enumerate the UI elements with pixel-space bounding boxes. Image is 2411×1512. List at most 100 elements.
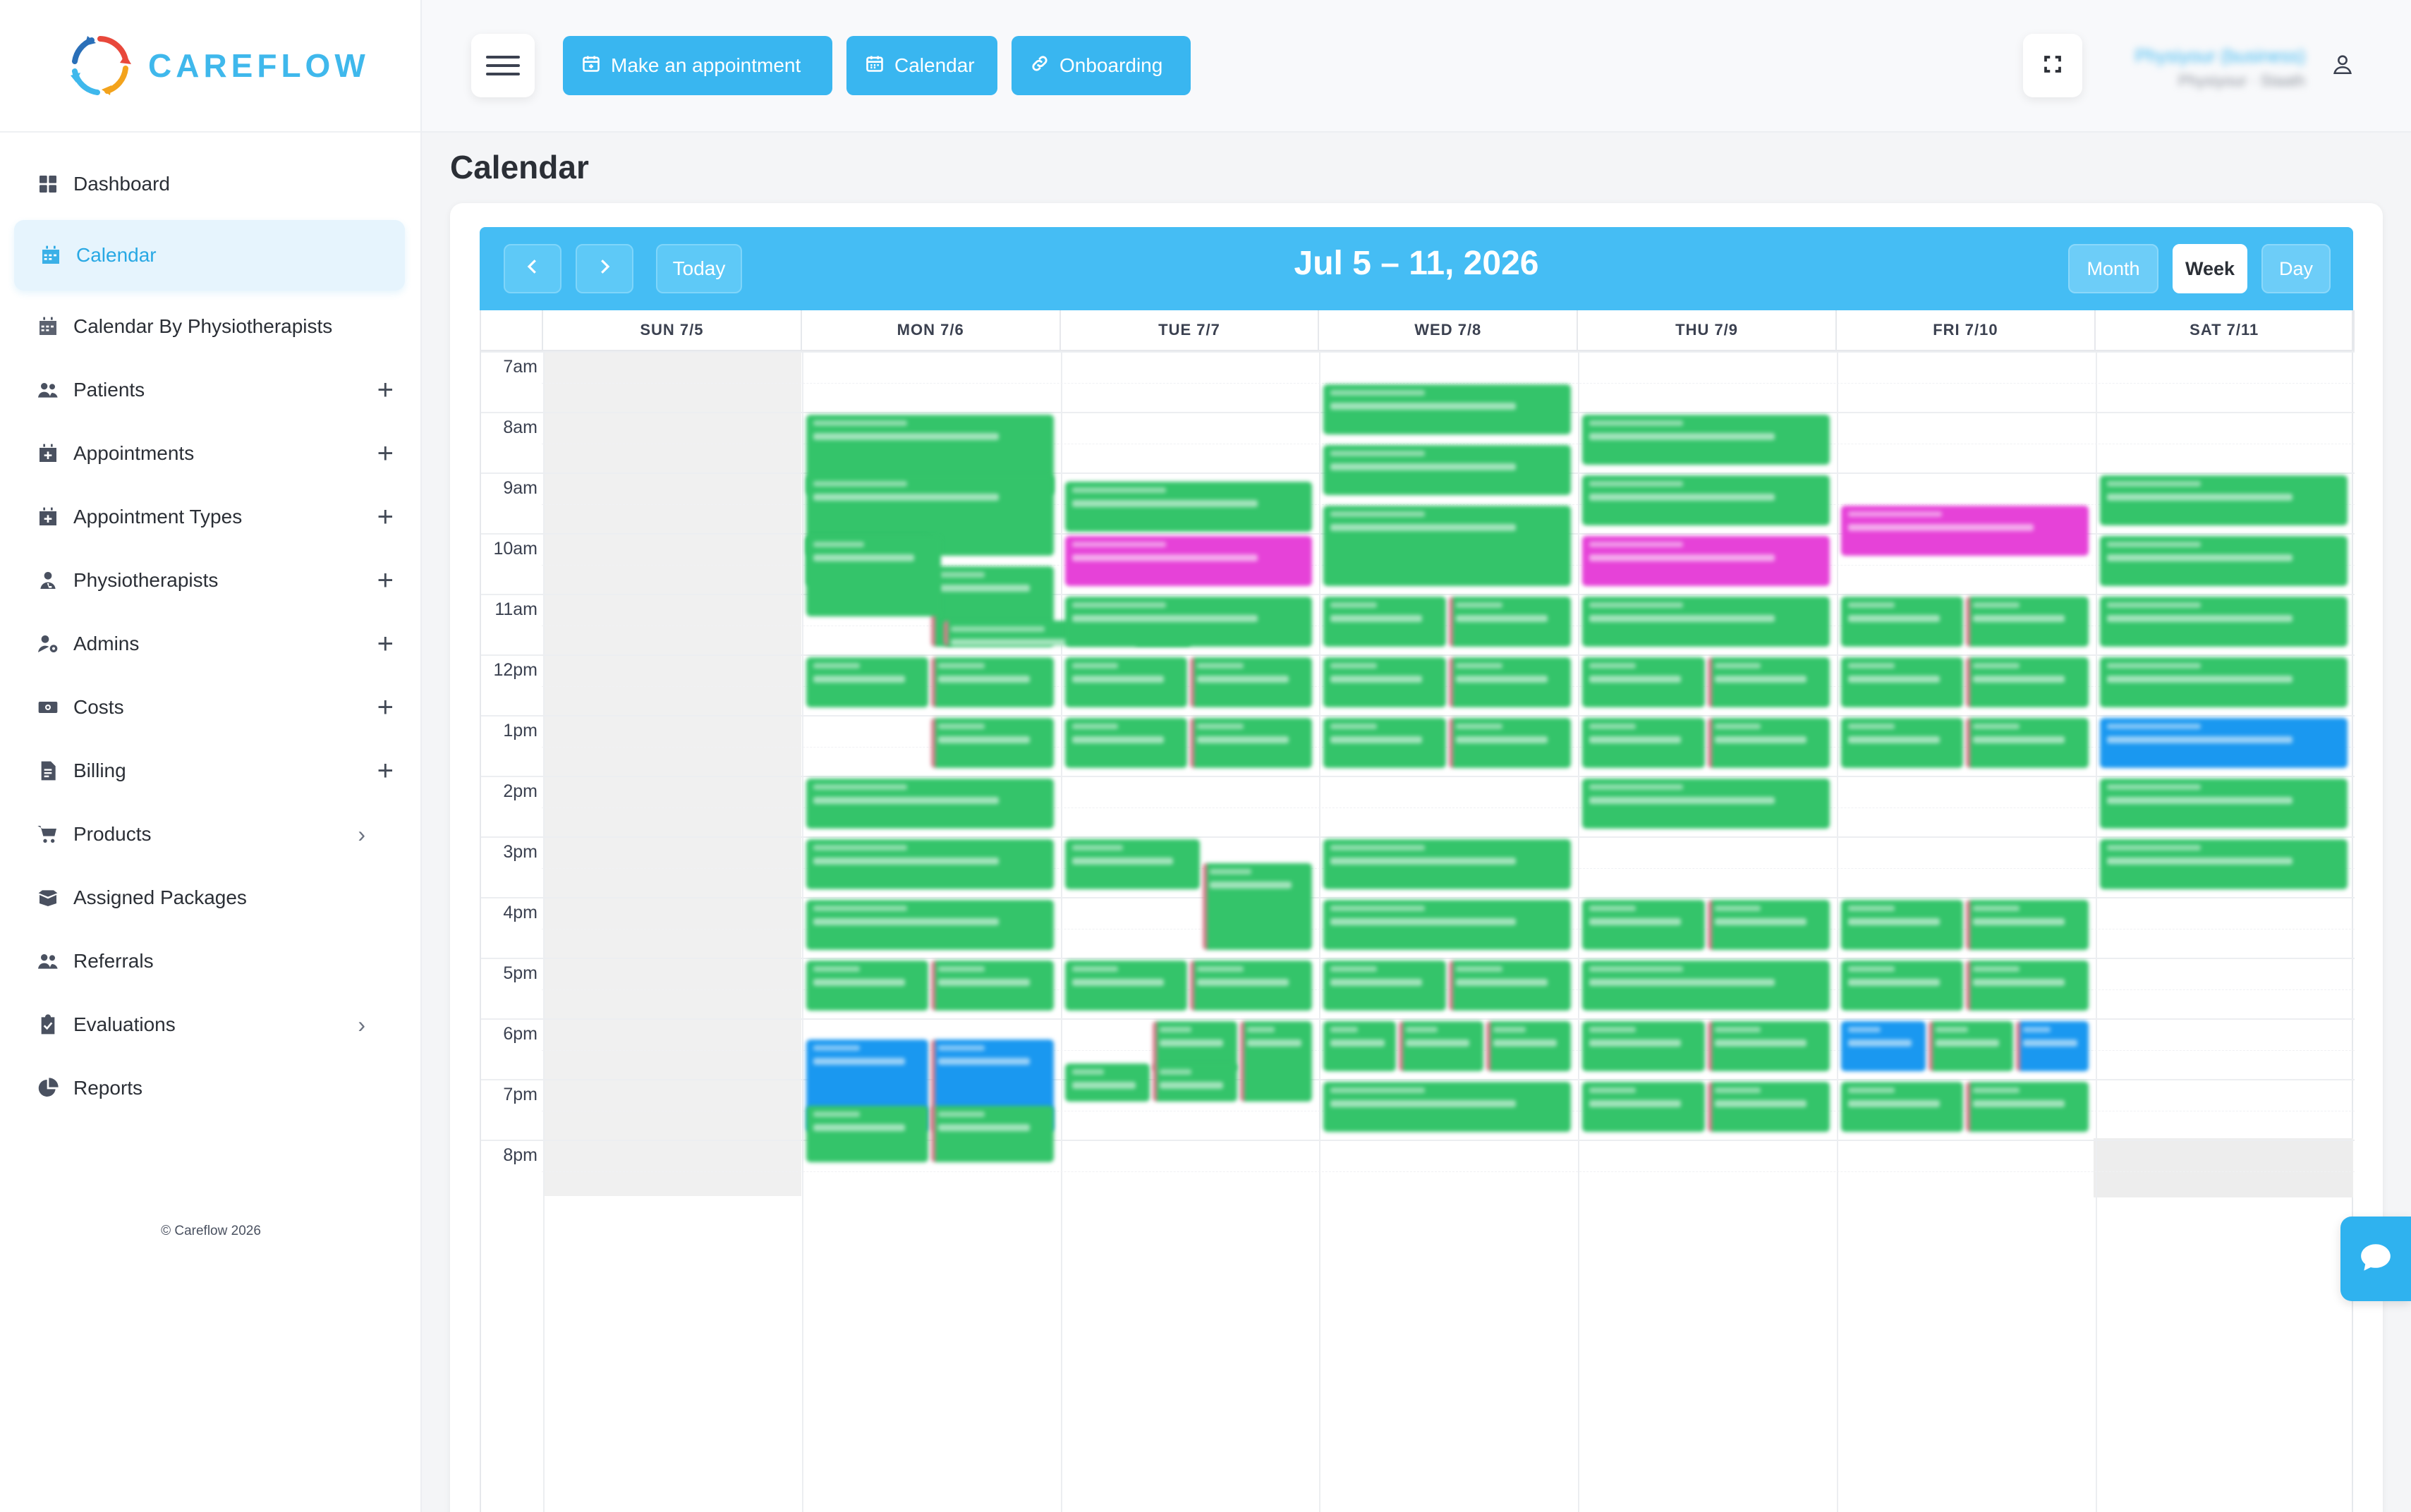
- appointment-event[interactable]: [1707, 1082, 1830, 1133]
- appointment-event[interactable]: [2016, 1021, 2089, 1072]
- chat-button[interactable]: [2340, 1217, 2411, 1301]
- expand-plus-icon[interactable]: +: [377, 755, 394, 786]
- appointment-event[interactable]: [1398, 1021, 1483, 1072]
- appointment-event[interactable]: [1841, 506, 2089, 556]
- appointment-event[interactable]: [1323, 1082, 1572, 1133]
- appointment-event[interactable]: [1323, 506, 1572, 587]
- appointment-event[interactable]: [1582, 1082, 1705, 1133]
- appointment-event[interactable]: [2099, 657, 2348, 708]
- appointment-event[interactable]: [1582, 536, 1830, 587]
- chevron-right-icon[interactable]: ›: [358, 821, 365, 847]
- sidebar-item-dashboard[interactable]: Dashboard: [0, 152, 420, 216]
- appointment-event[interactable]: [1064, 536, 1313, 587]
- expand-plus-icon[interactable]: +: [377, 501, 394, 532]
- expand-plus-icon[interactable]: +: [377, 628, 394, 659]
- appointment-event[interactable]: [1152, 1021, 1237, 1072]
- view-day-button[interactable]: Day: [2261, 244, 2331, 293]
- today-button[interactable]: Today: [656, 244, 742, 293]
- appointment-event[interactable]: [1323, 718, 1446, 769]
- appointment-event[interactable]: [1323, 839, 1572, 890]
- appointment-event[interactable]: [1323, 1021, 1396, 1072]
- appointment-event[interactable]: [1841, 1082, 1964, 1133]
- appointment-event[interactable]: [1064, 481, 1313, 532]
- appointment-event[interactable]: [1841, 718, 1964, 769]
- appointment-event[interactable]: [806, 961, 929, 1011]
- appointment-event[interactable]: [1966, 657, 2089, 708]
- chevron-right-icon[interactable]: ›: [358, 1011, 365, 1037]
- appointment-event[interactable]: [1323, 384, 1572, 435]
- appointment-event[interactable]: [1582, 475, 1830, 526]
- appointment-event[interactable]: [806, 536, 941, 617]
- appointment-event[interactable]: [1582, 1021, 1705, 1072]
- appointment-event[interactable]: [2099, 536, 2348, 587]
- sidebar-item-costs[interactable]: Costs +: [0, 676, 420, 739]
- appointment-event[interactable]: [1841, 597, 1964, 647]
- appointment-event[interactable]: [931, 718, 1054, 769]
- appointment-event[interactable]: [2099, 475, 2348, 526]
- sidebar-item-physiotherapists[interactable]: Physiotherapists +: [0, 549, 420, 612]
- appointment-event[interactable]: [1582, 657, 1705, 708]
- hour-row[interactable]: 1pm: [481, 715, 2355, 776]
- appointment-event[interactable]: [806, 657, 929, 708]
- appointment-event[interactable]: [1064, 657, 1187, 708]
- appointment-event[interactable]: [806, 779, 1054, 829]
- hour-row[interactable]: 2pm: [481, 776, 2355, 836]
- sidebar-item-admins[interactable]: Admins +: [0, 612, 420, 676]
- appointment-event[interactable]: [1190, 961, 1313, 1011]
- fullscreen-button[interactable]: [2023, 34, 2082, 97]
- appointment-event[interactable]: [1707, 1021, 1830, 1072]
- appointment-event[interactable]: [1190, 657, 1313, 708]
- appointment-event[interactable]: [931, 961, 1054, 1011]
- appointment-event[interactable]: [1582, 961, 1830, 1011]
- user-icon[interactable]: [2331, 52, 2355, 80]
- sidebar-item-appointments[interactable]: Appointments +: [0, 422, 420, 485]
- appointment-event[interactable]: [1152, 1063, 1237, 1102]
- sidebar-item-products[interactable]: Products ›: [0, 803, 420, 866]
- appointment-event[interactable]: [1841, 1021, 1926, 1072]
- appointment-event[interactable]: [1707, 718, 1830, 769]
- expand-plus-icon[interactable]: +: [377, 374, 394, 406]
- appointment-event[interactable]: [1323, 597, 1446, 647]
- appointment-event[interactable]: [931, 1106, 1054, 1163]
- sidebar-item-reports[interactable]: Reports: [0, 1056, 420, 1120]
- appointment-event[interactable]: [1202, 863, 1313, 951]
- expand-plus-icon[interactable]: +: [377, 691, 394, 723]
- hour-row[interactable]: 5pm: [481, 958, 2355, 1018]
- sidebar-item-calendar[interactable]: Calendar: [14, 220, 405, 291]
- appointment-event[interactable]: [1064, 718, 1187, 769]
- appointment-event[interactable]: [1841, 657, 1964, 708]
- appointment-event[interactable]: [1966, 718, 2089, 769]
- sidebar-item-calendar-by-physiotherapists[interactable]: Calendar By Physiotherapists: [0, 295, 420, 358]
- view-month-button[interactable]: Month: [2068, 244, 2158, 293]
- appointment-event[interactable]: [1841, 900, 1964, 951]
- appointment-event[interactable]: [1064, 839, 1200, 890]
- appointment-event[interactable]: [1582, 597, 1830, 647]
- appointment-event[interactable]: [2099, 718, 2348, 769]
- expand-plus-icon[interactable]: +: [377, 437, 394, 469]
- menu-toggle-button[interactable]: [471, 34, 535, 97]
- calendar-button[interactable]: Calendar: [846, 36, 997, 95]
- view-week-button[interactable]: Week: [2173, 244, 2247, 293]
- appointment-event[interactable]: [1486, 1021, 1572, 1072]
- appointment-event[interactable]: [1064, 597, 1313, 647]
- appointment-event[interactable]: [1448, 597, 1572, 647]
- brand[interactable]: CAREFLOW: [0, 0, 420, 133]
- appointment-event[interactable]: [1323, 445, 1572, 496]
- sidebar-item-referrals[interactable]: Referrals: [0, 929, 420, 993]
- appointment-event[interactable]: [1966, 1082, 2089, 1133]
- appointment-event[interactable]: [1582, 779, 1830, 829]
- hour-row[interactable]: 7am: [481, 351, 2355, 412]
- onboarding-button[interactable]: Onboarding: [1012, 36, 1191, 95]
- appointment-event[interactable]: [1323, 657, 1446, 708]
- appointment-event[interactable]: [2099, 597, 2348, 647]
- appointment-event[interactable]: [1190, 718, 1313, 769]
- appointment-event[interactable]: [2099, 839, 2348, 890]
- appointment-event[interactable]: [806, 839, 1054, 890]
- appointment-event[interactable]: [1582, 718, 1705, 769]
- appointment-event[interactable]: [1448, 718, 1572, 769]
- appointment-event[interactable]: [1929, 1021, 2014, 1072]
- sidebar-item-patients[interactable]: Patients +: [0, 358, 420, 422]
- appointment-event[interactable]: [931, 657, 1054, 708]
- sidebar-item-appointment-types[interactable]: Appointment Types +: [0, 485, 420, 549]
- appointment-event[interactable]: [1582, 415, 1830, 465]
